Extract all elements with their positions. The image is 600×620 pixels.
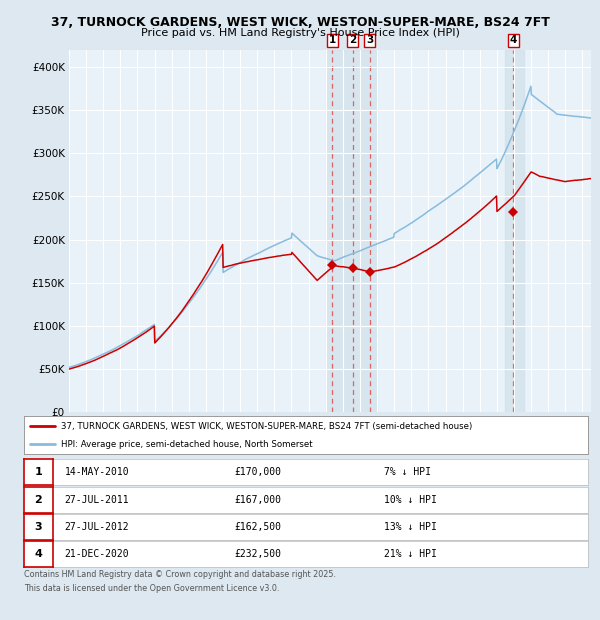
Text: 14-MAY-2010: 14-MAY-2010: [65, 467, 130, 477]
Text: Price paid vs. HM Land Registry's House Price Index (HPI): Price paid vs. HM Land Registry's House …: [140, 28, 460, 38]
Text: 27-JUL-2011: 27-JUL-2011: [65, 495, 130, 505]
Text: 10% ↓ HPI: 10% ↓ HPI: [384, 495, 437, 505]
Text: 13% ↓ HPI: 13% ↓ HPI: [384, 522, 437, 532]
Text: £170,000: £170,000: [234, 467, 281, 477]
Text: £232,500: £232,500: [234, 549, 281, 559]
Text: 3: 3: [35, 522, 42, 532]
Text: Contains HM Land Registry data © Crown copyright and database right 2025.: Contains HM Land Registry data © Crown c…: [24, 570, 336, 580]
Bar: [505, 50, 524, 412]
Text: HPI: Average price, semi-detached house, North Somerset: HPI: Average price, semi-detached house,…: [61, 440, 312, 449]
Text: 2: 2: [349, 35, 356, 45]
Text: 21% ↓ HPI: 21% ↓ HPI: [384, 549, 437, 559]
Text: 37, TURNOCK GARDENS, WEST WICK, WESTON-SUPER-MARE, BS24 7FT: 37, TURNOCK GARDENS, WEST WICK, WESTON-S…: [50, 16, 550, 29]
Text: 4: 4: [510, 35, 517, 45]
Text: 27-JUL-2012: 27-JUL-2012: [65, 522, 130, 532]
Text: £167,000: £167,000: [234, 495, 281, 505]
Text: 1: 1: [35, 467, 42, 477]
Text: 21-DEC-2020: 21-DEC-2020: [65, 549, 130, 559]
Text: 2: 2: [35, 495, 42, 505]
Text: £162,500: £162,500: [234, 522, 281, 532]
Text: 4: 4: [34, 549, 43, 559]
Text: 37, TURNOCK GARDENS, WEST WICK, WESTON-SUPER-MARE, BS24 7FT (semi-detached house: 37, TURNOCK GARDENS, WEST WICK, WESTON-S…: [61, 422, 472, 431]
Text: This data is licensed under the Open Government Licence v3.0.: This data is licensed under the Open Gov…: [24, 584, 280, 593]
Text: 3: 3: [366, 35, 373, 45]
Text: 7% ↓ HPI: 7% ↓ HPI: [384, 467, 431, 477]
Text: 1: 1: [328, 35, 335, 45]
Bar: [326, 50, 377, 412]
